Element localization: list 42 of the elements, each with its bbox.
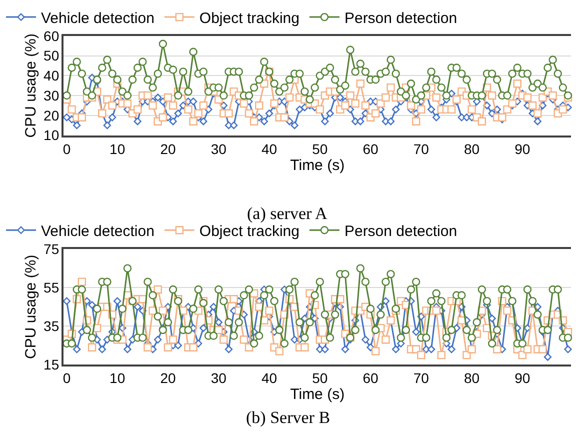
x-tick-label: 90 xyxy=(514,140,530,157)
text: (a) server A xyxy=(247,204,328,223)
y-tick-label: 40 xyxy=(44,68,60,84)
y-tick-label: 15 xyxy=(44,356,60,373)
y-axis-title: CPU usage (%) xyxy=(22,34,40,138)
x-tick-label: 30 xyxy=(210,370,227,386)
x-tick-label: 0 xyxy=(62,370,71,386)
x-tick-label: 80 xyxy=(464,370,480,386)
y-tick-label: 55 xyxy=(44,279,60,296)
legend-label: Person detection xyxy=(344,10,458,27)
y-tick-label: 10 xyxy=(44,127,60,144)
y-axis-title: CPU usage (%) xyxy=(22,254,40,359)
y-tick-label: 60 xyxy=(44,28,60,44)
x-tick-label: 30 xyxy=(210,140,227,157)
x-tick-label: 50 xyxy=(312,370,328,386)
x-tick-label: 40 xyxy=(261,370,278,386)
text: (b) Server B xyxy=(246,408,330,427)
x-tick-label: 60 xyxy=(362,370,379,386)
y-tick-label: 20 xyxy=(44,107,60,124)
x-tick-label: 60 xyxy=(362,140,379,157)
legend-label: Vehicle detection xyxy=(41,10,154,27)
x-axis-title: Time (s) xyxy=(290,386,345,404)
x-tick-label: 70 xyxy=(413,370,430,386)
x-tick-label: 90 xyxy=(514,370,530,386)
y-tick-label: 30 xyxy=(44,87,60,104)
x-tick-label: 70 xyxy=(413,140,430,157)
x-tick-label: 20 xyxy=(160,370,176,386)
y-tick-label: 75 xyxy=(44,240,60,257)
legend-label: Vehicle detection xyxy=(41,222,154,240)
legend-label: Person detection xyxy=(344,222,458,240)
x-tick-label: 40 xyxy=(261,140,278,157)
x-tick-label: 10 xyxy=(110,140,126,157)
x-tick-label: 50 xyxy=(312,140,328,157)
y-tick-label: 50 xyxy=(44,48,60,64)
legend-label: Object tracking xyxy=(199,222,300,240)
y-tick-label: 35 xyxy=(44,318,60,334)
x-tick-label: 10 xyxy=(110,370,126,386)
x-axis-title: Time (s) xyxy=(290,156,345,174)
x-tick-label: 80 xyxy=(464,140,480,157)
x-tick-label: 0 xyxy=(62,140,71,157)
legend-label: Object tracking xyxy=(199,10,300,27)
x-tick-label: 20 xyxy=(160,140,176,157)
